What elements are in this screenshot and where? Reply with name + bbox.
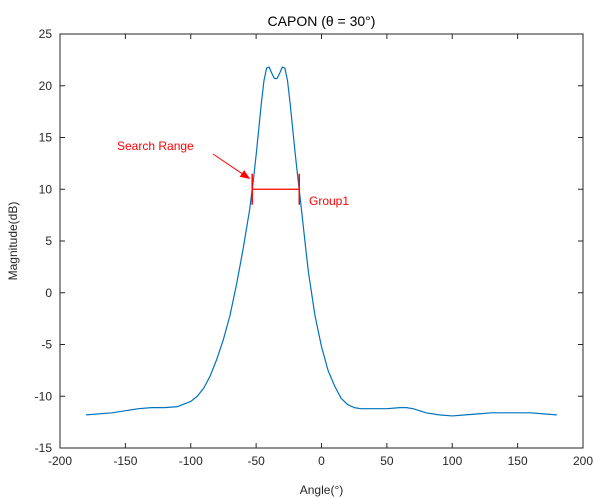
y-tick-label: -10	[35, 389, 53, 403]
y-axis: -15 -10 -5 0 5 10 15 20 25	[35, 27, 583, 455]
search-range-arrow-head	[239, 170, 251, 180]
x-tick-label: 150	[508, 454, 528, 468]
x-tick-label: 100	[442, 454, 462, 468]
x-tick-label: -150	[113, 454, 137, 468]
search-range-label: Search Range	[117, 139, 194, 153]
plot-area	[60, 34, 583, 448]
group-label: Group1	[309, 194, 349, 208]
x-axis: -200 -150 -100 -50 0 50 100 150 200	[48, 34, 593, 468]
series-line	[86, 66, 557, 417]
y-tick-label: 25	[39, 27, 53, 41]
series-layer	[86, 66, 557, 417]
x-tick-label: -100	[179, 454, 203, 468]
x-tick-label: 200	[573, 454, 593, 468]
annotation-layer: Search Range Group1	[117, 139, 349, 208]
y-tick-label: 20	[39, 79, 53, 93]
y-tick-label: 10	[39, 182, 53, 196]
x-axis-label: Angle(°)	[300, 483, 343, 497]
x-tick-label: 50	[380, 454, 394, 468]
chart-title: CAPON (θ = 30°)	[268, 13, 376, 29]
x-tick-label: -50	[247, 454, 265, 468]
y-tick-label: 0	[45, 286, 52, 300]
x-tick-label: 0	[318, 454, 325, 468]
y-tick-label: 5	[45, 234, 52, 248]
y-tick-label: 15	[39, 131, 53, 145]
y-tick-label: -15	[35, 441, 53, 455]
y-tick-label: -5	[41, 338, 52, 352]
x-tick-label: -200	[48, 454, 72, 468]
search-range-arrow-shaft	[212, 153, 245, 176]
y-axis-label: Magnitude(dB)	[6, 202, 20, 281]
